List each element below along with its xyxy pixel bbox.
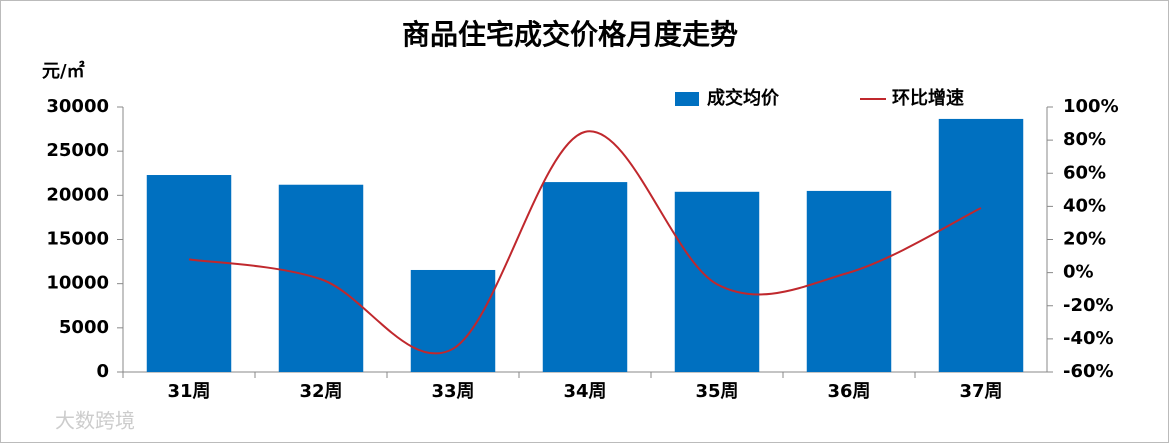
y-tick-label: 25000	[46, 140, 109, 161]
y2-tick-label: -40%	[1063, 328, 1114, 349]
y2-tick-label: 100%	[1063, 96, 1119, 117]
y2-tick-label: 40%	[1063, 195, 1106, 216]
y-axis-label: 元/㎡	[42, 60, 85, 82]
watermark: 大数跨境	[55, 409, 135, 433]
y-tick-label: 20000	[46, 184, 109, 205]
y-tick-label: 5000	[59, 317, 109, 338]
line	[188, 130, 982, 355]
x-tick-label: 34周	[563, 381, 606, 402]
y-tick-label: 10000	[46, 273, 109, 294]
y-tick-label: 0	[96, 361, 109, 382]
bar	[410, 269, 496, 372]
x-tick-label: 36周	[827, 381, 870, 402]
bar	[542, 182, 628, 372]
y2-tick-label: 80%	[1063, 129, 1106, 150]
y2-tick-label: 20%	[1063, 229, 1106, 250]
y2-tick-label: -20%	[1063, 295, 1114, 316]
x-tick-label: 35周	[695, 381, 738, 402]
legend-label: 环比增速	[892, 87, 964, 109]
bar	[146, 175, 232, 372]
legend-swatch	[675, 92, 699, 106]
x-tick-label: 31周	[167, 381, 210, 402]
y2-tick-label: 0%	[1063, 262, 1094, 283]
y2-tick-label: 60%	[1063, 162, 1106, 183]
y-tick-label: 15000	[46, 229, 109, 250]
x-tick-label: 37周	[959, 381, 1002, 402]
bar	[938, 118, 1024, 372]
y-tick-label: 30000	[46, 96, 109, 117]
legend-label: 成交均价	[707, 87, 780, 109]
chart-title: 商品住宅成交价格月度走势	[402, 18, 738, 51]
x-tick-label: 33周	[431, 381, 474, 402]
x-tick-label: 32周	[299, 381, 342, 402]
y2-tick-label: -60%	[1063, 361, 1114, 382]
bar	[674, 191, 760, 372]
